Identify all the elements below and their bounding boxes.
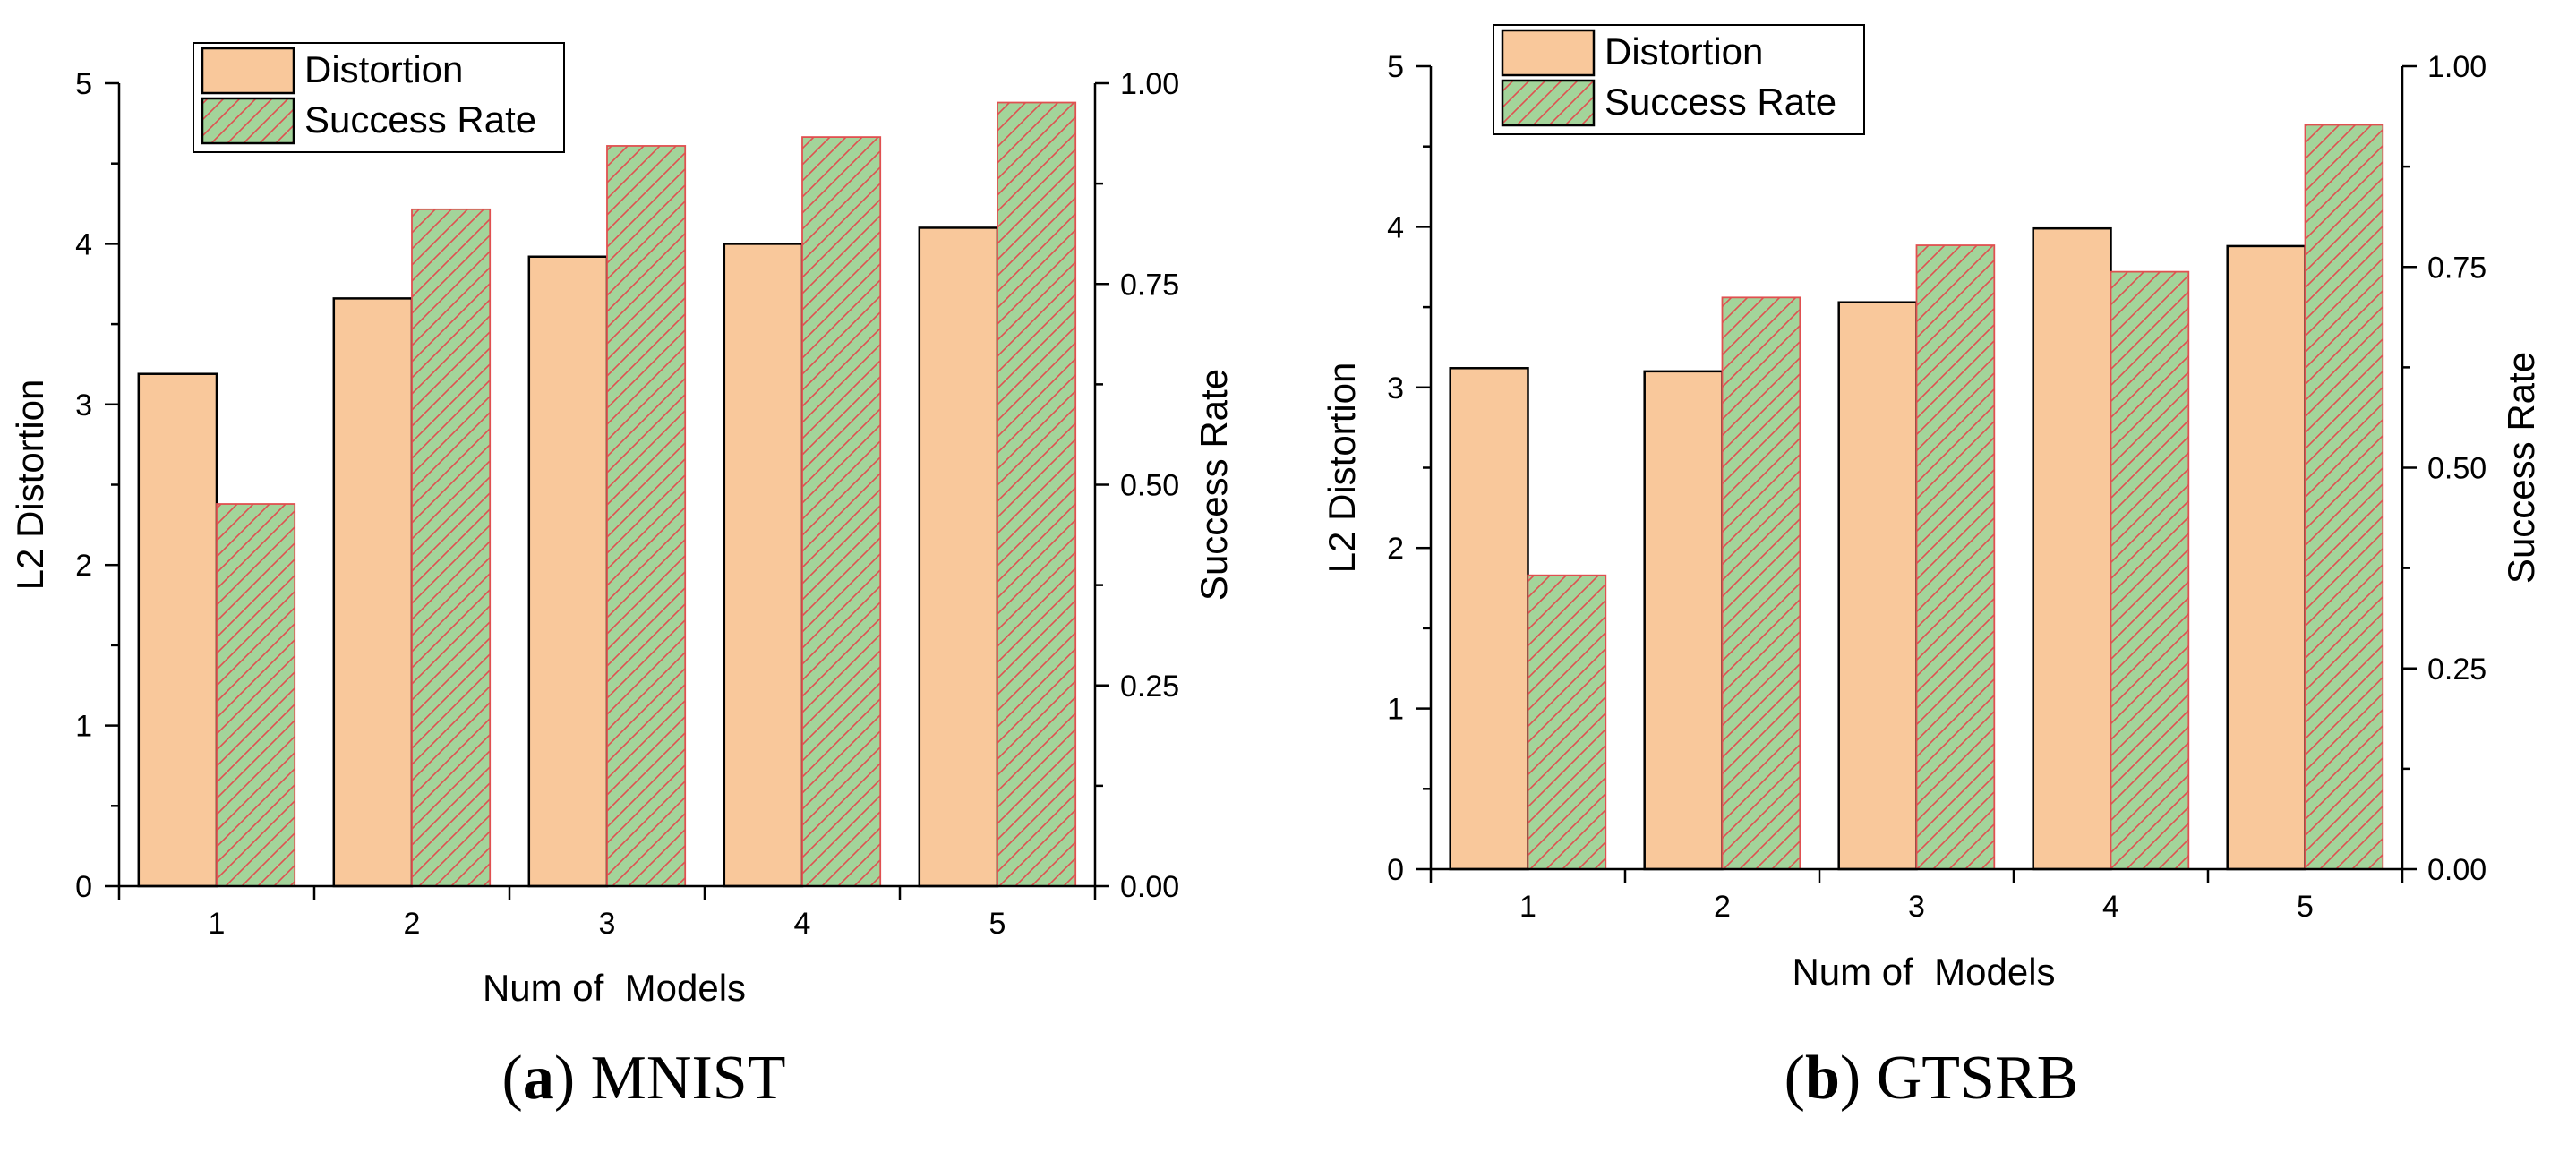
legend-label-success-rate: Success Rate: [1605, 81, 1836, 123]
bar-distortion-3: [527, 255, 609, 888]
legend: Distortion Success Rate: [193, 42, 565, 153]
y-tick-label: 4: [1387, 210, 1404, 244]
bar-success-rate-4: [801, 136, 882, 887]
y-axis-title: L2 Distortion: [9, 380, 51, 591]
caption-open-paren: (: [1784, 1044, 1805, 1113]
y2-tick-label: 1.00: [2427, 50, 2486, 84]
legend-label-distortion: Distortion: [304, 48, 463, 90]
x-tick-label: 2: [1714, 890, 1731, 924]
x-tick-label: 3: [599, 907, 616, 941]
bar-success-rate-1: [216, 503, 296, 887]
bar-success-rate-5: [997, 101, 1077, 887]
bar-success-rate-2: [1721, 296, 1801, 870]
bar-success-rate-2: [411, 208, 492, 887]
bar-distortion-5: [918, 226, 999, 888]
y-tick-label: 4: [75, 227, 92, 261]
y2-tick-label: 0.00: [1120, 870, 1179, 904]
y2-axis-title: Success Rate: [1193, 369, 1235, 601]
legend-swatch-distortion: [1501, 29, 1596, 77]
y2-tick-label: 0.75: [1120, 268, 1179, 302]
legend-label-success-rate: Success Rate: [304, 98, 536, 141]
bar-distortion-1: [137, 372, 218, 888]
y-tick-label: 5: [1387, 50, 1404, 84]
y-tick-label: 1: [75, 710, 92, 744]
caption-close-paren: ): [1839, 1044, 1861, 1113]
x-axis-title: Num of Models: [1792, 951, 2055, 993]
y2-tick-label: 0.25: [1120, 670, 1179, 704]
x-tick-label: 2: [404, 907, 421, 941]
y2-tick-label: 1.00: [1120, 67, 1179, 101]
bar-distortion-1: [1449, 367, 1529, 871]
x-tick-label: 1: [209, 907, 226, 941]
caption-text: MNIST: [590, 1044, 786, 1113]
legend-label-distortion: Distortion: [1605, 30, 1763, 73]
y-tick-label: 3: [75, 388, 92, 422]
y-tick-label: 2: [75, 549, 92, 583]
legend: Distortion Success Rate: [1493, 24, 1865, 135]
y2-tick-label: 0.00: [2427, 853, 2486, 887]
y-axis-title: L2 Distortion: [1321, 363, 1363, 574]
bar-distortion-3: [1837, 301, 1918, 871]
legend-swatch-success-rate: [201, 97, 295, 145]
bar-success-rate-3: [606, 145, 687, 887]
x-tick-label: 4: [794, 907, 811, 941]
chart-mnist: 0 1 2 3 4 5 0.00 0.25 0.50 0.75 1.00 1 2 3 4 5 Num of Mo…: [9, 42, 1235, 1009]
y-tick-label: 0: [75, 870, 92, 904]
bar-success-rate-5: [2304, 124, 2384, 870]
y-tick-label: 2: [1387, 532, 1404, 566]
x-tick-label: 4: [2102, 890, 2119, 924]
y-tick-label: 1: [1387, 693, 1404, 727]
chart-gtsrb: 0 1 2 3 4 5 0.00 0.25 0.50 0.75 1.00 1 2 3 4 5 Num of Mo…: [1321, 24, 2542, 993]
bar-distortion-2: [332, 297, 414, 888]
caption-gtsrb: (b) GTSRB: [1288, 1043, 2575, 1114]
caption-close-paren: ): [553, 1044, 576, 1113]
caption-open-paren: (: [501, 1044, 523, 1113]
x-tick-label: 5: [989, 907, 1006, 941]
bar-distortion-2: [1643, 370, 1724, 871]
y-tick-label: 0: [1387, 853, 1404, 887]
caption-letter: b: [1804, 1044, 1840, 1113]
x-tick-label: 5: [2297, 890, 2314, 924]
y2-tick-label: 0.50: [1120, 469, 1179, 503]
bar-success-rate-1: [1527, 574, 1607, 870]
caption-text: GTSRB: [1876, 1044, 2079, 1113]
x-tick-label: 1: [1519, 890, 1536, 924]
y-tick-label: 5: [75, 67, 92, 101]
y2-axis-title: Success Rate: [2500, 352, 2542, 584]
legend-swatch-success-rate: [1501, 79, 1596, 127]
chart-panel-mnist: 0 1 2 3 4 5 0.00 0.25 0.50 0.75 1.00 1 2 3 4 5 Num of Mo…: [0, 42, 1288, 1114]
caption-mnist: (a) MNIST: [0, 1043, 1288, 1114]
x-axis-title: Num of Models: [483, 967, 746, 1009]
caption-letter: a: [522, 1044, 554, 1113]
bar-distortion-4: [2032, 226, 2112, 871]
bar-success-rate-3: [1915, 244, 1996, 870]
chart-panel-gtsrb: 0 1 2 3 4 5 0.00 0.25 0.50 0.75 1.00 1 2 3 4 5 Num of Mo…: [1288, 0, 2575, 1152]
x-tick-label: 3: [1908, 890, 1925, 924]
legend-swatch-distortion: [201, 47, 295, 95]
bar-distortion-4: [723, 243, 804, 888]
y2-tick-label: 0.75: [2427, 251, 2486, 285]
bar-success-rate-4: [2110, 270, 2190, 870]
y-tick-label: 3: [1387, 371, 1404, 405]
y2-tick-label: 0.50: [2427, 452, 2486, 486]
y2-tick-label: 0.25: [2427, 653, 2486, 687]
bar-distortion-5: [2226, 244, 2306, 871]
